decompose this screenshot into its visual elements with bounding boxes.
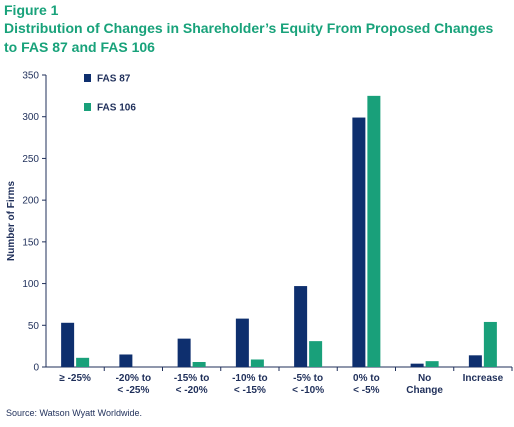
x-tick-label-line: < -5% [353, 385, 380, 396]
bar-fas106 [76, 357, 90, 367]
x-tick-label: Increase [463, 373, 504, 384]
figure-label: Figure 1 [4, 2, 59, 18]
y-tick-label: 300 [22, 112, 39, 123]
bar-fas87 [468, 355, 482, 367]
y-tick-label: 150 [22, 237, 39, 248]
bar-fas106 [250, 359, 264, 367]
legend-label: FAS 106 [97, 103, 136, 114]
bar-fas87 [294, 286, 308, 367]
bar-fas87 [177, 338, 191, 367]
x-tick-label-line: -20% to [116, 373, 152, 384]
source-note: Source: Watson Wyatt Worldwide. [6, 408, 142, 418]
y-tick-label: 200 [22, 196, 39, 207]
x-tick-label: -10% to < -15% [232, 373, 268, 396]
x-tick-label-line: < -10% [292, 385, 324, 396]
x-tick-label: -20% to < -25% [116, 373, 152, 396]
bar-fas106 [425, 361, 439, 367]
x-tick-label: 0% to < -5% [353, 373, 380, 396]
x-tick-label: ≥ -25% [59, 373, 91, 384]
y-tick-label: 350 [22, 71, 39, 82]
y-tick-label: 50 [28, 321, 40, 332]
bar-fas106 [192, 361, 206, 367]
bar-fas87 [352, 117, 366, 367]
x-tick-label: No Change [406, 373, 443, 396]
bar-fas87 [61, 322, 75, 367]
x-tick-label-line: ≥ -25% [59, 373, 91, 384]
y-tick-label: 100 [22, 279, 39, 290]
x-tick-label-line: Increase [463, 373, 504, 384]
x-tick-label-line: -15% to [174, 373, 210, 384]
x-tick-label-line: Change [406, 385, 443, 396]
bar-fas87 [235, 318, 249, 367]
x-tick-label-line: -5% to [293, 373, 323, 384]
x-tick-label-line: < -20% [176, 385, 208, 396]
x-tick-label-line: 0% to [353, 373, 380, 384]
x-tick-label-line: < -25% [117, 385, 149, 396]
x-tick-label-line: -10% to [232, 373, 268, 384]
legend-label: FAS 87 [97, 74, 131, 85]
x-tick-label: -5% to < -10% [292, 373, 324, 396]
x-tick-label-line: No [418, 373, 431, 384]
y-tick-label: 0 [33, 363, 39, 374]
bar-chart: 0 50 100 150 200 250 300 350 Number of Firms ≥ -2… [6, 71, 513, 396]
y-axis-label: Number of Firms [6, 181, 17, 261]
bar-fas87 [410, 363, 424, 367]
bar-fas106 [367, 95, 381, 367]
legend-swatch-fas87 [84, 74, 91, 82]
legend-swatch-fas106 [84, 103, 91, 111]
y-tick-label: 250 [22, 154, 39, 165]
bar-fas106 [309, 341, 323, 367]
chart-title: Distribution of Changes in Shareholder’s… [4, 20, 494, 55]
bar-fas87 [119, 354, 133, 367]
x-tick-label: -15% to < -20% [174, 373, 210, 396]
x-tick-label-line: < -15% [234, 385, 266, 396]
bar-fas106 [483, 321, 497, 367]
